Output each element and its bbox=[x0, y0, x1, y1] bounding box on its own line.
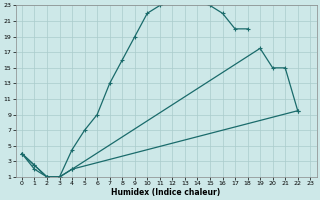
X-axis label: Humidex (Indice chaleur): Humidex (Indice chaleur) bbox=[111, 188, 221, 197]
